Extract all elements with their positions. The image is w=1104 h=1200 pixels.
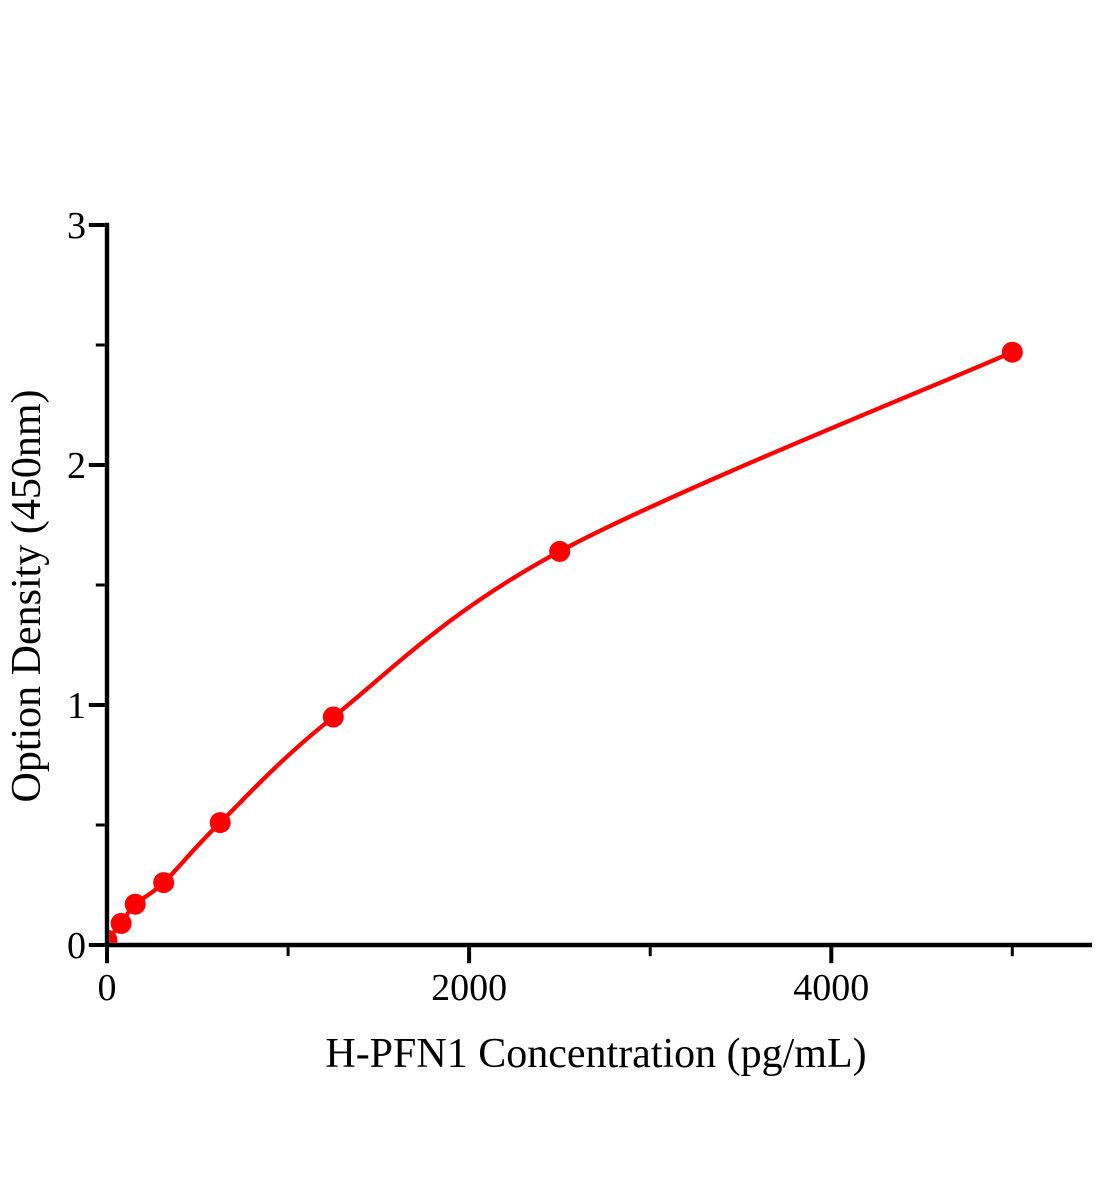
standard-curve-line [109, 350, 1015, 941]
data-point-marker [209, 812, 231, 834]
x-tick-label: 0 [98, 967, 117, 1009]
series-group [109, 341, 1023, 943]
y-axis-title: Option Density (450nm) [4, 389, 50, 803]
data-point-marker [109, 929, 118, 943]
y-tick-label: 3 [67, 205, 86, 247]
y-tick-label: 0 [67, 925, 86, 967]
data-point-marker [153, 872, 175, 894]
x-axis-title: H-PFN1 Concentration (pg/mL) [325, 1031, 867, 1077]
data-point-marker [1001, 341, 1023, 363]
y-tick-label: 2 [67, 445, 86, 487]
data-point-marker [549, 540, 571, 562]
x-tick-label: 2000 [431, 967, 507, 1009]
data-point-marker [322, 706, 344, 728]
data-point-marker [110, 912, 132, 934]
x-tick-label: 4000 [793, 967, 869, 1009]
data-point-marker [124, 893, 146, 915]
y-tick-label: 1 [67, 685, 86, 727]
